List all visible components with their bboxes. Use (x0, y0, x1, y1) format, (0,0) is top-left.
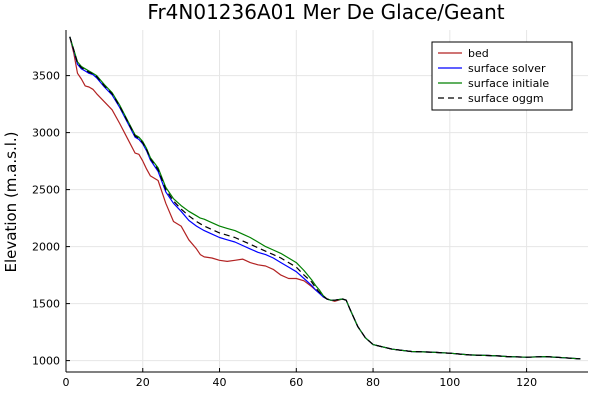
legend-label: surface oggm (468, 92, 544, 105)
x-tick-label: 40 (213, 376, 227, 389)
y-tick-label: 3500 (32, 70, 60, 83)
y-axis-label: Elevation (m.a.s.l.) (2, 131, 20, 272)
x-tick-label: 20 (136, 376, 150, 389)
series-line-surface-oggm (69, 36, 581, 360)
x-tick-label: 80 (366, 376, 380, 389)
x-tick-label: 0 (63, 376, 70, 389)
y-tick-label: 2500 (32, 184, 60, 197)
chart-title: Fr4N01236A01 Mer De Glace/Geant (147, 0, 504, 24)
legend: bed surface solver surface initiale surface… (431, 41, 573, 111)
axes: 0 20 40 60 80 100 120 1000 1500 2000 2500 3000 3500 (32, 30, 588, 389)
y-tick-label: 3000 (32, 127, 60, 140)
x-tick-label: 120 (516, 376, 537, 389)
y-tick-label: 1500 (32, 298, 60, 311)
x-tick-label: 60 (289, 376, 303, 389)
series-lines (69, 36, 581, 360)
legend-label: surface solver (468, 62, 546, 75)
x-tick-label: 100 (439, 376, 460, 389)
legend-label: bed (468, 47, 489, 60)
y-tick-label: 1000 (32, 355, 60, 368)
y-tick-label: 2000 (32, 241, 60, 254)
legend-label: surface initiale (468, 77, 549, 90)
